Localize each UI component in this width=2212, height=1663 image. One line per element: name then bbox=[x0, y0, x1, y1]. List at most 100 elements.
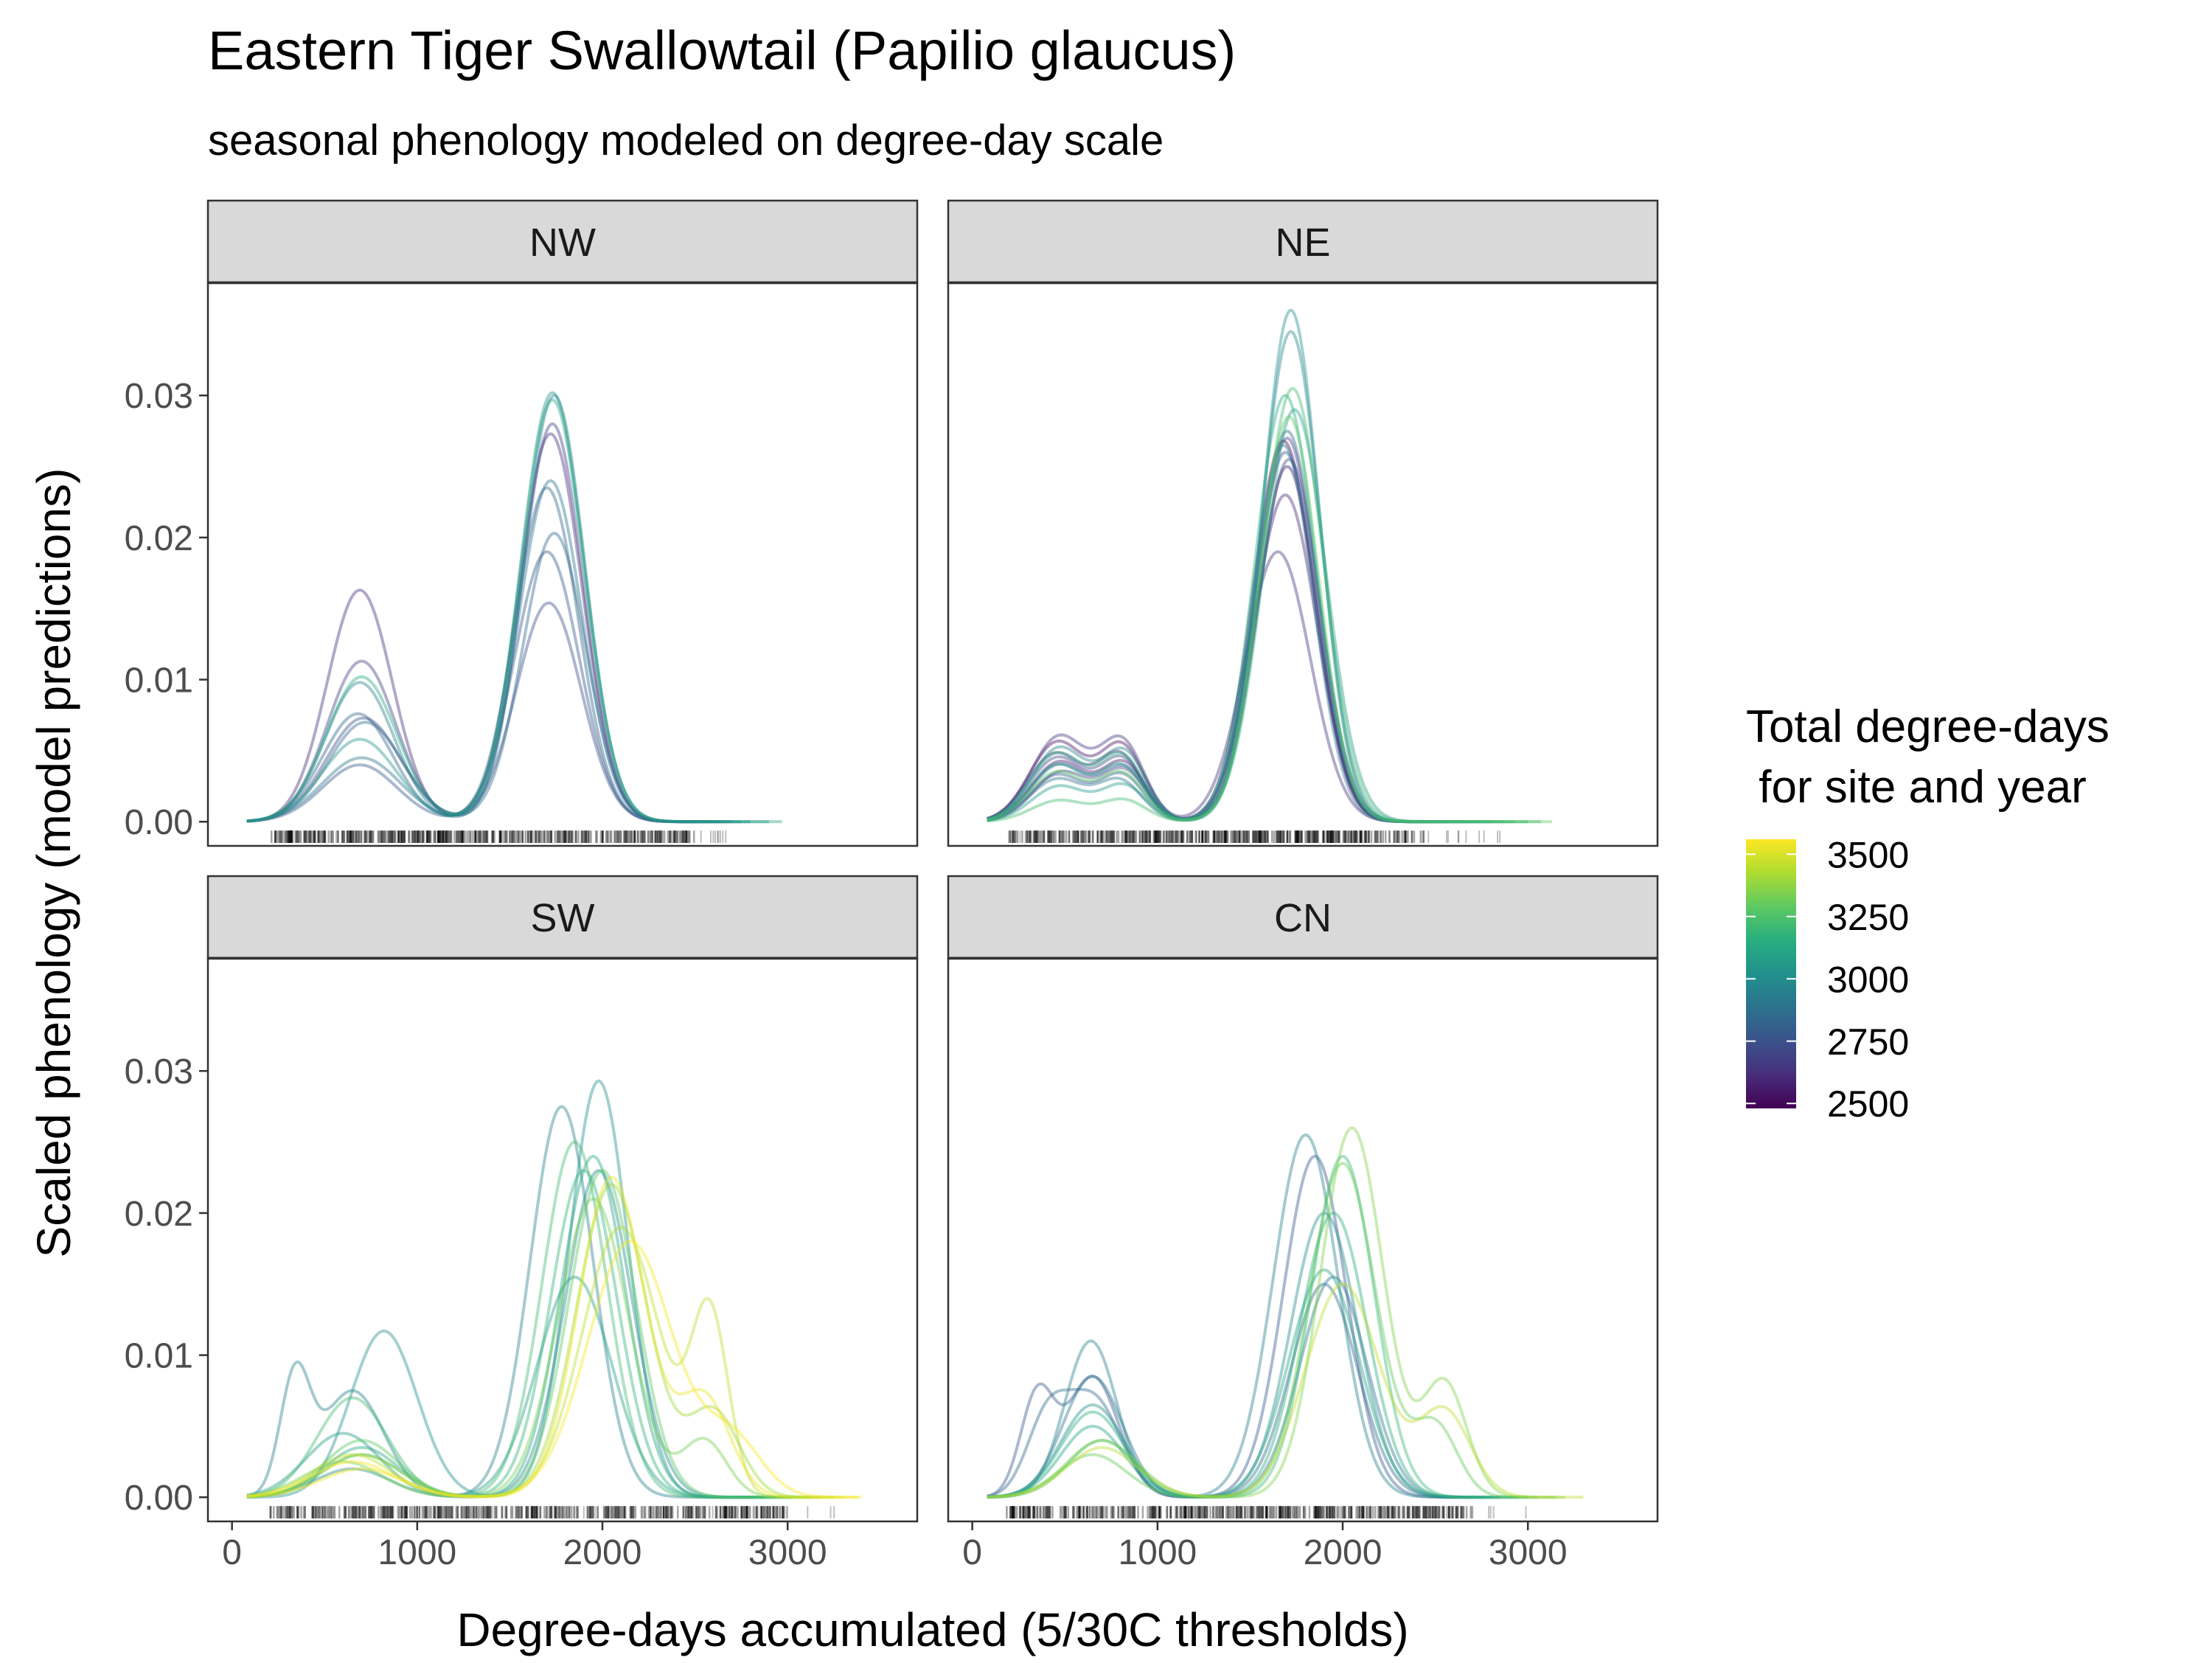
colorbar-tick-label: 3500 bbox=[1827, 834, 1909, 875]
series-line bbox=[987, 394, 1528, 824]
rug-marks bbox=[269, 1506, 835, 1518]
series-line bbox=[987, 493, 1426, 824]
plot-area bbox=[208, 283, 917, 846]
panels-layer: NW 0.00 0.01 0.02 0.03 NE SW 0.00 0.01 0.02 0.03 0 1… bbox=[125, 199, 1659, 1572]
colorbar-tick-label: 3000 bbox=[1827, 959, 1909, 1000]
series-line bbox=[987, 1282, 1472, 1499]
y-axis-title: Scaled phenology (model predictions) bbox=[27, 468, 80, 1258]
series-line bbox=[246, 1183, 834, 1499]
panel-strip bbox=[947, 875, 1659, 960]
series-line bbox=[246, 422, 701, 824]
colorbar-title-line1: Total degree-days bbox=[1746, 701, 2110, 752]
plot-area bbox=[208, 959, 917, 1521]
panel-ne: NE bbox=[947, 199, 1659, 847]
colorbar: 3500 3250 3000 2750 2500 bbox=[1746, 834, 1909, 1125]
series-line bbox=[246, 1169, 793, 1499]
y-tick-label: 0.00 bbox=[125, 803, 193, 842]
panel-cn: CN 0 1000 2000 3000 bbox=[947, 875, 1659, 1572]
panel-sw: SW 0.00 0.01 0.02 0.03 0 1000 2000 3000 bbox=[125, 875, 919, 1572]
y-tick-label: 0.01 bbox=[125, 662, 193, 701]
plot-area bbox=[948, 959, 1658, 1521]
series-line bbox=[987, 1154, 1460, 1499]
rug-marks bbox=[1005, 1506, 1527, 1518]
panel-strip bbox=[206, 875, 919, 960]
y-tick-label: 0.01 bbox=[125, 1337, 193, 1376]
x-tick-label: 2000 bbox=[1304, 1533, 1382, 1572]
colorbar-tick-label: 3250 bbox=[1827, 897, 1909, 938]
x-tick-label: 2000 bbox=[563, 1533, 642, 1572]
series-line bbox=[246, 394, 751, 824]
colorbar-title-line2: for site and year bbox=[1746, 762, 2087, 813]
panel-border bbox=[206, 957, 919, 1523]
panel-label-sw: SW bbox=[531, 896, 595, 940]
y-tick-label: 0.03 bbox=[125, 377, 193, 416]
series-lines bbox=[246, 1079, 862, 1499]
rug-marks bbox=[270, 830, 727, 843]
series-line bbox=[246, 1240, 862, 1499]
y-tick-label: 0.02 bbox=[125, 1195, 193, 1234]
chart-title: Eastern Tiger Swallowtail (Papilio glauc… bbox=[208, 20, 1236, 81]
series-line bbox=[987, 429, 1471, 824]
series-line bbox=[246, 1079, 764, 1499]
x-tick-label: 0 bbox=[222, 1533, 242, 1572]
series-line bbox=[246, 1197, 821, 1499]
rug-marks bbox=[1008, 830, 1501, 843]
series-line bbox=[987, 465, 1419, 824]
plot-area bbox=[948, 283, 1658, 846]
panel-label-nw: NW bbox=[529, 221, 596, 265]
series-lines bbox=[987, 308, 1552, 824]
series-line bbox=[987, 308, 1504, 824]
series-line bbox=[987, 1268, 1519, 1499]
series-line bbox=[987, 1211, 1500, 1499]
panel-nw: NW 0.00 0.01 0.02 0.03 bbox=[125, 199, 919, 847]
series-line bbox=[987, 1282, 1584, 1499]
series-line bbox=[246, 1169, 812, 1499]
x-tick-label: 3000 bbox=[748, 1533, 827, 1572]
series-line bbox=[987, 386, 1541, 824]
series-line bbox=[987, 1162, 1556, 1499]
series-line bbox=[246, 479, 742, 824]
series-line bbox=[246, 1105, 751, 1499]
series-line bbox=[987, 550, 1434, 824]
series-line bbox=[987, 1211, 1528, 1499]
panel-border bbox=[206, 282, 919, 847]
series-lines bbox=[987, 1126, 1584, 1499]
panel-label-cn: CN bbox=[1274, 896, 1332, 940]
series-line bbox=[246, 397, 782, 824]
series-line bbox=[987, 1126, 1565, 1499]
series-line bbox=[987, 443, 1482, 824]
series-line bbox=[987, 1275, 1482, 1499]
series-line bbox=[987, 330, 1493, 824]
series-line bbox=[246, 1140, 801, 1499]
panel-border bbox=[947, 957, 1659, 1523]
series-line bbox=[987, 457, 1449, 824]
x-tick-label: 1000 bbox=[1118, 1533, 1197, 1572]
series-line bbox=[246, 601, 712, 824]
panel-label-ne: NE bbox=[1275, 221, 1330, 265]
x-tick-label: 0 bbox=[962, 1533, 982, 1572]
x-axis-title: Degree-days accumulated (5/30C threshold… bbox=[456, 1603, 1408, 1656]
colorbar-tick-label: 2500 bbox=[1827, 1083, 1909, 1125]
series-line bbox=[246, 1275, 775, 1499]
x-tick-label: 3000 bbox=[1489, 1533, 1568, 1572]
series-lines bbox=[246, 391, 782, 824]
chart-subtitle: seasonal phenology modeled on degree-day… bbox=[208, 117, 1164, 164]
colorbar-tick-label: 2750 bbox=[1827, 1021, 1909, 1063]
series-line bbox=[246, 391, 770, 824]
series-line bbox=[246, 550, 720, 824]
y-tick-label: 0.03 bbox=[125, 1052, 193, 1091]
series-line bbox=[987, 451, 1460, 824]
series-line bbox=[987, 1133, 1491, 1499]
series-line bbox=[987, 408, 1515, 824]
series-line bbox=[987, 439, 1411, 824]
panel-strip bbox=[206, 199, 919, 285]
series-line bbox=[987, 1154, 1537, 1499]
series-line bbox=[246, 1176, 858, 1499]
x-tick-label: 1000 bbox=[378, 1533, 456, 1572]
panel-border bbox=[947, 282, 1659, 847]
series-line bbox=[246, 532, 732, 824]
y-tick-label: 0.00 bbox=[125, 1479, 193, 1518]
colorbar-bar bbox=[1746, 839, 1796, 1108]
